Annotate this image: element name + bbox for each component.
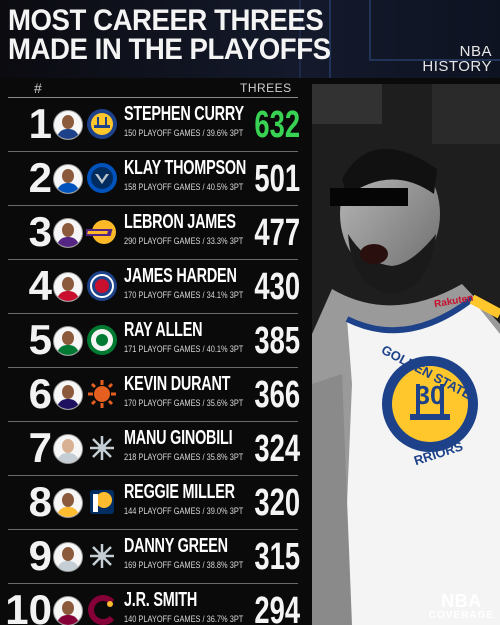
row-divider xyxy=(8,475,298,476)
player-avatar xyxy=(53,488,83,518)
player-stats: 144 PLAYOFF GAMES / 39.0% 3PT xyxy=(124,506,244,517)
rank-number: 9 xyxy=(28,532,52,579)
warriors-logo-icon xyxy=(87,109,117,139)
player-stats: 158 PLAYOFF GAMES / 40.5% 3PT xyxy=(124,182,244,193)
pacers-logo-icon xyxy=(90,490,114,514)
row-divider xyxy=(8,205,298,206)
history-line-1: NBA xyxy=(459,43,492,60)
court-lines-decoration xyxy=(299,0,500,78)
threes-value: 315 xyxy=(254,536,301,578)
row-divider xyxy=(8,313,298,314)
player-avatar xyxy=(53,218,83,248)
clippers-logo-icon xyxy=(87,271,117,301)
rank-number: 10 xyxy=(5,586,52,625)
player-name: DANNY GREEN xyxy=(124,535,228,557)
ranking-row-8: 8 REGGIE MILLER 144 PLAYOFF GAMES / 39.0… xyxy=(0,476,310,530)
player-stats: 290 PLAYOFF GAMES / 33.3% 3PT xyxy=(124,236,244,247)
player-stats: 140 PLAYOFF GAMES / 36.7% 3PT xyxy=(124,614,244,625)
rank-column-header: # xyxy=(34,80,42,96)
player-avatar xyxy=(53,164,83,194)
history-label: NBA HISTORY xyxy=(422,44,492,74)
threes-value: 430 xyxy=(254,266,301,308)
history-line-2: HISTORY xyxy=(422,58,492,75)
player-photo: GOLDEN STATE 30 RRIORS Rakuten xyxy=(312,84,500,625)
row-divider xyxy=(8,421,298,422)
player-stats: 169 PLAYOFF GAMES / 38.8% 3PT xyxy=(124,560,244,571)
player-avatar xyxy=(53,542,83,572)
ranking-row-9: 9 DANNY GREEN 169 PLAYOFF GAMES / 38.8% … xyxy=(0,530,310,584)
suns-logo-icon xyxy=(88,380,116,408)
player-name: RAY ALLEN xyxy=(124,319,203,341)
player-name: KEVIN DURANT xyxy=(124,373,231,395)
threes-value: 477 xyxy=(254,212,301,254)
threes-value: 501 xyxy=(254,158,301,200)
threes-value: 385 xyxy=(254,320,301,362)
spurs-logo-icon xyxy=(90,436,114,460)
player-avatar xyxy=(53,326,83,356)
rank-number: 1 xyxy=(28,100,52,147)
row-divider xyxy=(8,151,298,152)
threes-column-header: THREES xyxy=(240,81,292,95)
player-name: REGGIE MILLER xyxy=(124,481,235,503)
threes-value: 324 xyxy=(254,428,301,470)
player-avatar xyxy=(53,272,83,302)
badge-line-2: COVERAGE xyxy=(428,610,494,621)
row-divider xyxy=(8,367,298,368)
ranking-row-10: 10 J.R. SMITH 140 PLAYOFF GAMES / 36.7% … xyxy=(0,584,310,625)
player-stats: 218 PLAYOFF GAMES / 35.8% 3PT xyxy=(124,452,244,463)
badge-line-1: NBA xyxy=(441,591,482,611)
ranking-row-2: 2 KLAY THOMPSON 158 PLAYOFF GAMES / 40.5… xyxy=(0,152,310,206)
header: MOST CAREER THREES MADE IN THE PLAYOFFS … xyxy=(0,0,500,78)
row-divider xyxy=(8,583,298,584)
mavericks-logo-icon xyxy=(87,163,117,193)
player-stats: 150 PLAYOFF GAMES / 39.6% 3PT xyxy=(124,128,244,139)
spurs-logo-icon xyxy=(90,544,114,568)
ranking-row-3: 3 LEBRON JAMES 290 PLAYOFF GAMES / 33.3%… xyxy=(0,206,310,260)
page-title: MOST CAREER THREES MADE IN THE PLAYOFFS xyxy=(8,4,331,66)
player-avatar xyxy=(53,110,83,140)
ranking-row-7: 7 MANU GINOBILI 218 PLAYOFF GAMES / 35.8… xyxy=(0,422,310,476)
cavaliers-logo-icon xyxy=(88,595,115,625)
player-name: KLAY THOMPSON xyxy=(124,157,247,179)
row-divider xyxy=(8,259,298,260)
threes-value: 632 xyxy=(254,104,301,146)
rank-number: 8 xyxy=(28,478,52,525)
player-name: J.R. SMITH xyxy=(124,589,198,611)
header-divider xyxy=(8,97,298,98)
rank-number: 2 xyxy=(28,154,52,201)
player-avatar xyxy=(53,380,83,410)
nba-coverage-badge: NBA COVERAGE xyxy=(428,591,494,621)
lakers-logo-icon xyxy=(86,220,116,244)
row-divider xyxy=(8,529,298,530)
rank-number: 4 xyxy=(28,262,52,309)
rank-number: 7 xyxy=(28,424,52,471)
title-line-1: MOST CAREER THREES xyxy=(8,4,324,37)
player-avatar xyxy=(53,434,83,464)
player-name: MANU GINOBILI xyxy=(124,427,233,449)
rank-number: 6 xyxy=(28,370,52,417)
player-avatar xyxy=(53,596,83,625)
player-stats: 170 PLAYOFF GAMES / 35.6% 3PT xyxy=(124,398,244,409)
threes-value: 366 xyxy=(254,374,301,416)
player-illustration xyxy=(312,84,500,625)
rank-number: 5 xyxy=(28,316,52,363)
threes-value: 320 xyxy=(254,482,301,524)
title-line-2: MADE IN THE PLAYOFFS xyxy=(8,33,331,66)
celtics-logo-icon xyxy=(87,325,117,355)
ranking-row-5: 5 RAY ALLEN 171 PLAYOFF GAMES / 40.1% 3P… xyxy=(0,314,310,368)
rank-number: 3 xyxy=(28,208,52,255)
player-stats: 171 PLAYOFF GAMES / 40.1% 3PT xyxy=(124,344,244,355)
jersey-number: 30 xyxy=(415,380,445,410)
player-stats: 170 PLAYOFF GAMES / 34.1% 3PT xyxy=(124,290,244,301)
ranking-row-4: 4 JAMES HARDEN 170 PLAYOFF GAMES / 34.1%… xyxy=(0,260,310,314)
threes-value: 294 xyxy=(254,590,301,625)
ranking-row-1: 1 STEPHEN CURRY 150 PLAYOFF GAMES / 39.6… xyxy=(0,98,310,152)
player-name: STEPHEN CURRY xyxy=(124,103,244,125)
ranking-row-6: 6 KEVIN DURANT 170 PLAYOFF GAMES / 35.6%… xyxy=(0,368,310,422)
player-name: LEBRON JAMES xyxy=(124,211,236,233)
player-name: JAMES HARDEN xyxy=(124,265,237,287)
